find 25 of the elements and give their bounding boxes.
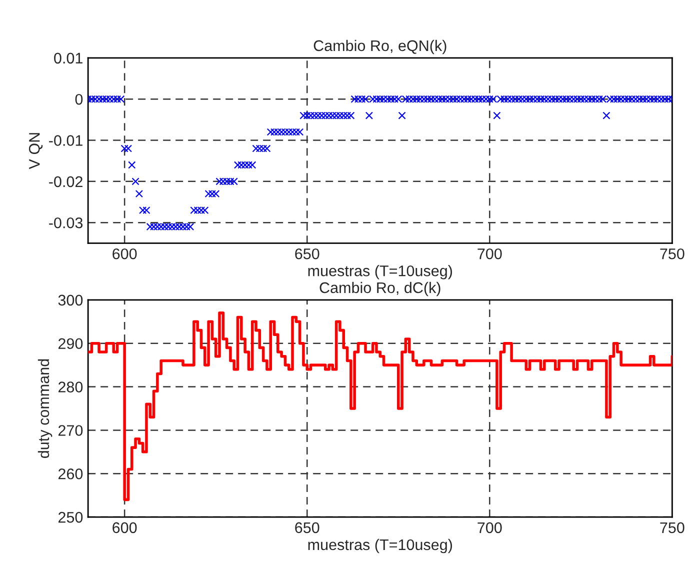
y-tick-label: -0.01 [49, 135, 82, 146]
x-tick-label: 650 [295, 522, 320, 534]
x-tick-label: 650 [295, 248, 320, 260]
x-tick-label: 600 [112, 248, 137, 260]
y-tick-label: -0.02 [49, 176, 82, 188]
x-axis-title: muestras (T=10useg) [308, 265, 452, 280]
y-tick-label: 300 [58, 294, 83, 306]
chart-title: Cambio Ro, eQN(k) [314, 40, 446, 54]
x-axis-title: muestras (T=10useg) [308, 538, 452, 554]
x-tick-label: 700 [478, 522, 502, 534]
y-axis-title: duty command [38, 359, 52, 458]
y-tick-label: 290 [58, 338, 83, 350]
chart-title: Cambio Ro, dC(k) [320, 282, 440, 296]
y-tick-label: 0.01 [54, 52, 82, 64]
x-tick-label: 750 [660, 522, 684, 534]
x-tick-label: 600 [112, 522, 137, 534]
y-axis-title: V QN [28, 133, 43, 170]
y-tick-label: -0.03 [49, 217, 83, 228]
x-tick-label: 750 [660, 248, 684, 260]
x-tick-label: 700 [478, 248, 502, 260]
y-tick-label: 260 [58, 468, 83, 480]
y-tick-label: 0 [75, 94, 83, 105]
y-tick-label: 250 [58, 512, 83, 523]
y-tick-label: 270 [58, 425, 83, 436]
y-tick-label: 280 [58, 382, 83, 392]
